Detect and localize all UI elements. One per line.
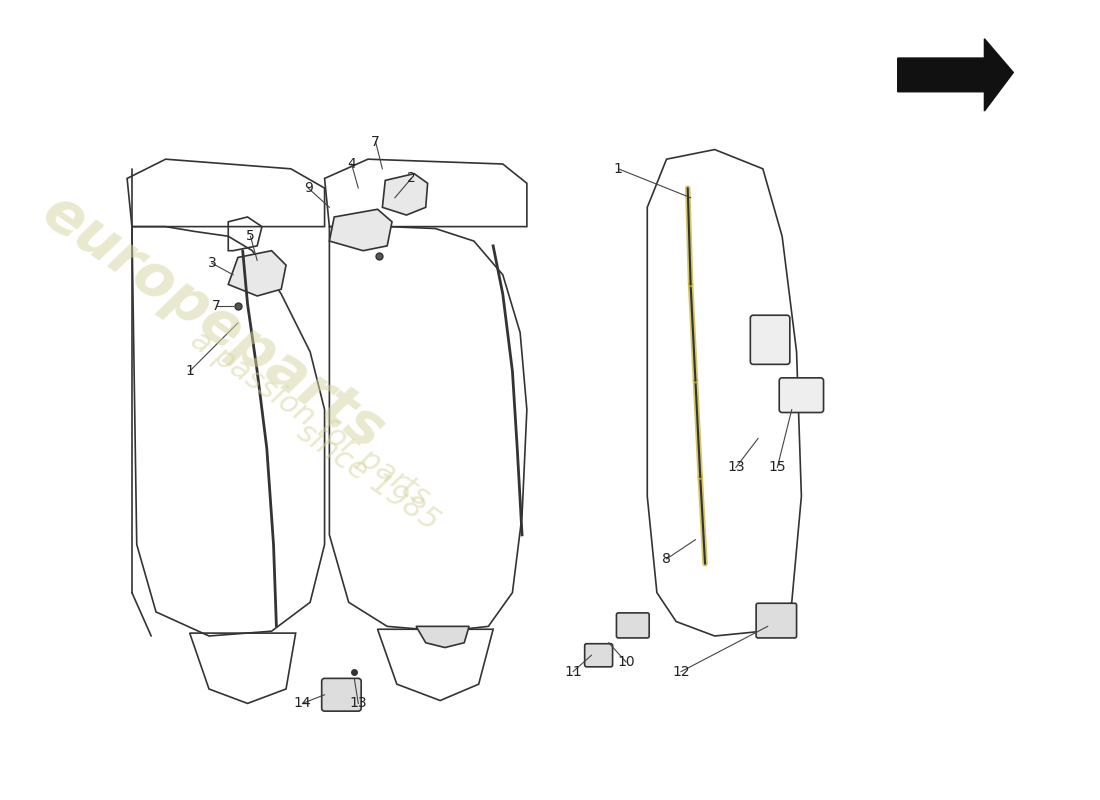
Text: europeparts: europeparts [32, 184, 396, 462]
FancyBboxPatch shape [585, 644, 613, 667]
Text: since 1985: since 1985 [292, 418, 444, 537]
Polygon shape [229, 250, 286, 296]
FancyBboxPatch shape [779, 378, 824, 413]
FancyBboxPatch shape [750, 315, 790, 364]
Text: 15: 15 [769, 461, 786, 474]
Text: 1: 1 [614, 162, 623, 176]
Text: 13: 13 [727, 461, 745, 474]
Text: 3: 3 [208, 256, 217, 270]
Polygon shape [898, 38, 1013, 111]
Text: 9: 9 [304, 181, 312, 195]
Polygon shape [383, 174, 428, 215]
FancyBboxPatch shape [616, 613, 649, 638]
Text: 11: 11 [564, 665, 582, 678]
Text: 10: 10 [617, 655, 635, 669]
Text: 14: 14 [294, 697, 311, 710]
FancyBboxPatch shape [321, 678, 361, 711]
Text: 4: 4 [348, 157, 356, 171]
Text: 7: 7 [372, 135, 379, 149]
Text: 5: 5 [246, 230, 255, 243]
Polygon shape [329, 210, 392, 250]
Text: 12: 12 [672, 665, 690, 678]
Polygon shape [416, 626, 469, 647]
Text: 8: 8 [662, 552, 671, 566]
Text: 1: 1 [185, 364, 195, 378]
Text: 13: 13 [350, 697, 367, 710]
Text: a passion for parts: a passion for parts [185, 326, 436, 513]
Text: 7: 7 [212, 298, 221, 313]
Text: 2: 2 [407, 171, 416, 186]
FancyBboxPatch shape [756, 603, 796, 638]
